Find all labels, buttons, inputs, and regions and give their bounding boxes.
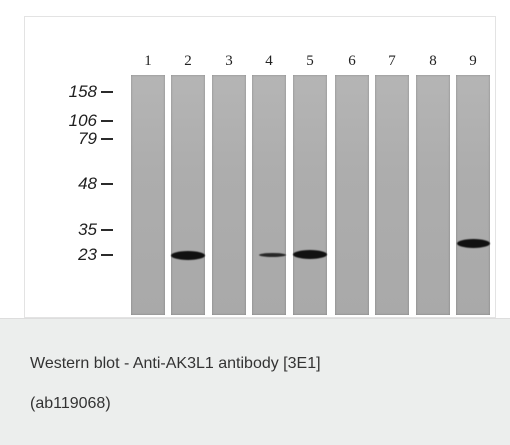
lane-label-6: 6 <box>348 53 356 69</box>
mw-label-106: 106 <box>68 111 97 130</box>
lane-label-5: 5 <box>306 53 314 69</box>
western-blot-image[interactable]: 1 2 3 4 5 6 7 8 9 158 106 79 48 35 23 <box>24 16 496 318</box>
gel-lane-4 <box>252 75 286 315</box>
mw-tick-158 <box>101 91 113 93</box>
mw-tick-23 <box>101 254 113 256</box>
mw-label-48: 48 <box>78 174 97 193</box>
band-lane-5 <box>293 250 327 259</box>
lane-label-3: 3 <box>225 53 233 69</box>
mw-label-35: 35 <box>78 220 97 239</box>
mw-tick-79 <box>101 138 113 140</box>
mw-label-79: 79 <box>78 129 97 148</box>
mw-tick-48 <box>101 183 113 185</box>
gel-lane-6 <box>335 75 369 315</box>
lane-label-9: 9 <box>469 53 477 69</box>
lane-label-1: 1 <box>144 53 152 69</box>
gel-lane-8 <box>416 75 450 315</box>
gel-lane-5 <box>293 75 327 315</box>
gel-lane-1 <box>131 75 165 315</box>
mw-label-158: 158 <box>68 82 97 101</box>
caption-title: Western blot - Anti-AK3L1 antibody [3E1] <box>30 355 321 372</box>
band-lane-4 <box>259 253 286 257</box>
caption-product-code: (ab119068) <box>30 395 111 412</box>
band-lane-2 <box>171 251 205 260</box>
mw-tick-35 <box>101 229 113 231</box>
mw-tick-106 <box>101 120 113 122</box>
gel-lane-2 <box>171 75 205 315</box>
lane-label-4: 4 <box>265 53 273 69</box>
lane-label-7: 7 <box>388 53 396 69</box>
gel-lane-3 <box>212 75 246 315</box>
band-lane-9 <box>457 239 490 248</box>
gel-lane-9 <box>456 75 490 315</box>
image-caption: Western blot - Anti-AK3L1 antibody [3E1]… <box>0 318 510 445</box>
gel-lane-7 <box>375 75 409 315</box>
lane-label-8: 8 <box>429 53 437 69</box>
mw-label-23: 23 <box>78 245 97 264</box>
lane-label-2: 2 <box>184 53 192 69</box>
